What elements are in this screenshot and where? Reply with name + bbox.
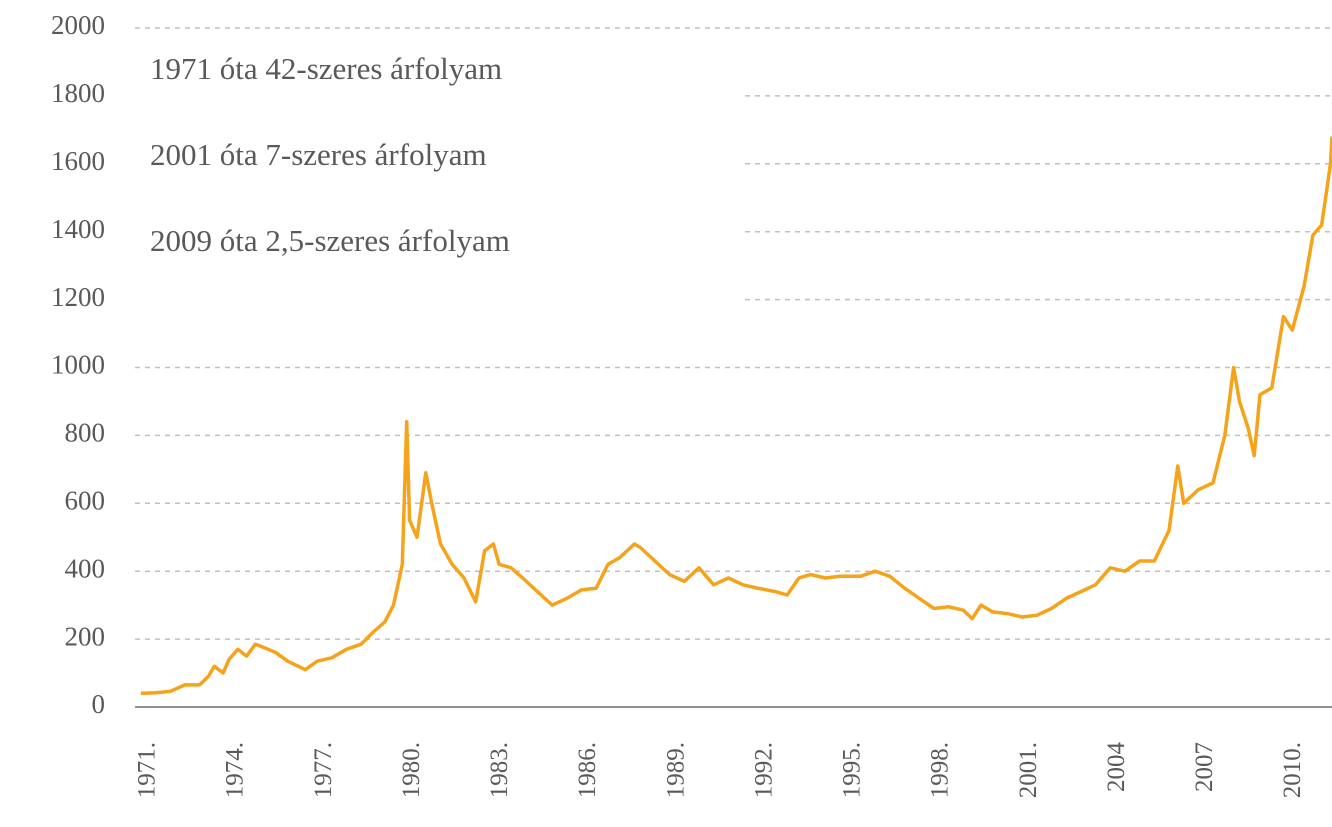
- x-tick-label: 2001.: [1015, 742, 1042, 798]
- annotation: 1971 óta 42-szeres árfolyam: [150, 51, 502, 86]
- annotation-box: [128, 40, 743, 310]
- y-tick-label: 1800: [51, 78, 105, 108]
- annotation: 2009 óta 2,5-szeres árfolyam: [150, 223, 510, 258]
- x-tick-label: 1983.: [486, 742, 513, 798]
- x-tick-label: 1971.: [134, 742, 161, 798]
- y-tick-label: 2000: [51, 10, 105, 40]
- annotation: 2001 óta 7-szeres árfolyam: [150, 137, 487, 172]
- y-tick-label: 1400: [51, 214, 105, 244]
- price-line: [140, 136, 1332, 696]
- y-tick-label: 1000: [51, 350, 105, 380]
- x-tick-label: 1980.: [398, 742, 425, 798]
- y-tick-label: 400: [65, 553, 106, 583]
- y-tick-label: 1600: [51, 146, 105, 176]
- y-tick-label: 1200: [51, 282, 105, 312]
- x-tick-label: 1977.: [310, 742, 337, 798]
- y-tick-label: 200: [65, 621, 106, 651]
- x-tick-label: 1989.: [662, 742, 689, 798]
- x-tick-label: 1986.: [574, 742, 601, 798]
- y-tick-label: 600: [65, 486, 106, 516]
- x-tick-label: 1998.: [927, 742, 954, 798]
- x-tick-label: 2007: [1191, 742, 1218, 792]
- x-tick-label: 1995.: [839, 742, 866, 798]
- x-tick-label: 1992.: [750, 742, 777, 798]
- y-tick-label: 800: [65, 418, 106, 448]
- x-tick-label: 2010.: [1279, 742, 1306, 798]
- x-tick-label: 1974.: [222, 742, 249, 798]
- y-tick-label: 0: [92, 689, 106, 719]
- x-tick-label: 2004: [1103, 742, 1130, 793]
